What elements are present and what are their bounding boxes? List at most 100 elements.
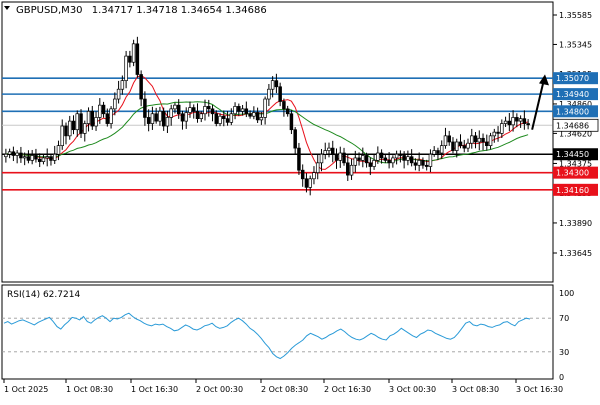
candle-body <box>293 129 297 149</box>
candle-body <box>214 113 219 124</box>
candle-body <box>116 88 121 100</box>
candle-body <box>218 115 222 124</box>
candle-body <box>124 55 128 81</box>
candle-body <box>319 153 324 164</box>
candle-body <box>188 107 192 113</box>
candle-body <box>338 152 343 161</box>
candle-body <box>4 153 8 158</box>
candle-body <box>176 104 181 115</box>
candle-body <box>402 155 406 161</box>
candle-body <box>19 152 23 159</box>
candle-body <box>7 151 12 155</box>
candle-body <box>120 80 125 90</box>
candle-body <box>105 113 110 124</box>
candle-body <box>225 118 230 123</box>
candle-body <box>113 98 117 110</box>
candle-body <box>146 117 151 124</box>
candle-body <box>60 125 64 147</box>
candle-body <box>229 113 234 123</box>
rsi-level-label: 70 <box>559 314 569 323</box>
svg-text:GBPUSD,M30 1.34717 1.347: GBPUSD,M30 1.34717 1.34718 1.34654 1.346… <box>16 5 267 16</box>
candle-body <box>443 135 448 147</box>
rsi-level-label: 0 <box>559 373 564 382</box>
candle-body <box>458 141 463 147</box>
candle-body <box>259 117 264 121</box>
candle-body <box>436 150 440 154</box>
candle-body <box>150 113 155 124</box>
candle-body <box>342 152 346 164</box>
current-price-label: 1.34686 <box>556 121 589 130</box>
candle-body <box>331 147 335 155</box>
candle-body <box>274 80 279 88</box>
candle-body <box>71 120 76 131</box>
candle-body <box>195 110 200 120</box>
level-label-box <box>553 166 598 179</box>
candle-body <box>417 160 421 166</box>
candle-body <box>470 135 474 144</box>
price-tick-label: 1.34620 <box>559 129 592 138</box>
candle-body <box>421 160 425 166</box>
candle-body <box>289 113 294 131</box>
level-label-support: 1.34160 <box>556 186 589 195</box>
candle-body <box>334 153 339 161</box>
candle-body <box>477 137 482 143</box>
collapse-triangle-icon[interactable] <box>4 6 10 10</box>
candle-body <box>282 101 286 110</box>
candle-body <box>11 151 16 156</box>
candle-body <box>349 164 354 176</box>
candle-body <box>158 110 162 122</box>
candle-body <box>526 123 530 126</box>
candle-body <box>165 117 170 127</box>
candle-body <box>285 108 290 115</box>
candle-body <box>372 160 376 167</box>
candle-body <box>297 147 301 171</box>
candle-body <box>361 155 365 161</box>
price-tick-label: 1.35585 <box>559 11 592 20</box>
arrow-head-icon <box>539 74 549 86</box>
candle-body <box>86 110 91 124</box>
candle-body <box>52 153 57 161</box>
candle-body <box>237 106 241 112</box>
candle-body <box>154 113 158 122</box>
candle-body <box>462 145 467 149</box>
candle-body <box>379 152 384 159</box>
candle-body <box>128 55 132 63</box>
levels-layer <box>2 77 553 191</box>
candle-body <box>327 147 331 151</box>
candle-body <box>357 157 361 161</box>
time-axis: 1 Oct 2025 1 Oct 08:30 1 Oct 16:30 2 Oct 00… <box>3 379 563 394</box>
candle-body <box>353 157 358 166</box>
candle-body <box>406 156 410 161</box>
candle-body <box>45 156 49 159</box>
level-labels: 1.35070 1.34940 1.34800 1.34450 1.34300 1.341… <box>552 72 599 196</box>
price-tick-label: 1.33645 <box>559 249 592 258</box>
candle-body <box>515 117 519 122</box>
candle-body <box>90 110 95 127</box>
candle-body <box>473 135 478 143</box>
candle-body <box>270 80 275 90</box>
candle-body <box>409 156 414 164</box>
candle-body <box>240 108 245 112</box>
candle-body <box>56 145 61 155</box>
candle-body <box>304 178 309 188</box>
level-label-resistance: 1.35070 <box>556 74 589 83</box>
moving-averages-layer <box>5 75 529 170</box>
candle-body <box>368 162 373 167</box>
candle-body <box>180 113 185 122</box>
candle-body <box>94 117 98 127</box>
candle-body <box>394 153 399 159</box>
level-label-resistance: 1.34940 <box>556 90 589 99</box>
candle-body <box>481 137 485 143</box>
level-label-resistance: 1.34800 <box>556 107 589 116</box>
level-label-support: 1.34300 <box>556 169 589 178</box>
time-tick-label: 2 Oct 00:30 <box>196 385 243 394</box>
price-tick-label: 1.33890 <box>559 219 592 228</box>
price-tick-label: 1.34860 <box>559 100 592 109</box>
candle-body <box>210 108 215 115</box>
candle-body <box>34 155 38 160</box>
candle-body <box>173 104 177 110</box>
candle-body <box>496 131 500 134</box>
candle-body <box>391 157 395 164</box>
candle-body <box>413 162 418 166</box>
